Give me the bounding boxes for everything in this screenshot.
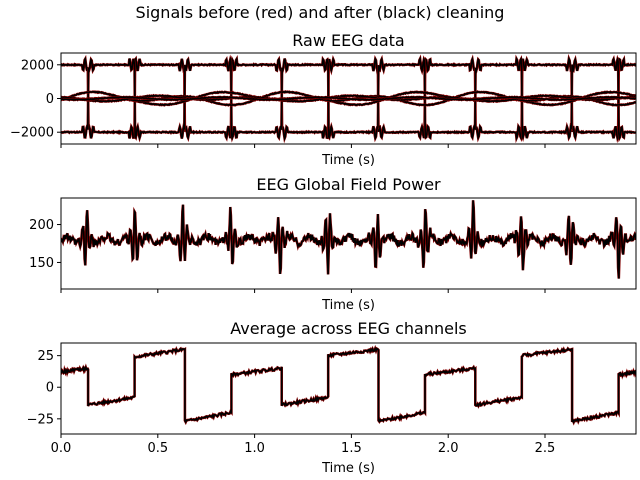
- axes-title: EEG Global Field Power: [256, 175, 441, 194]
- x-axis-label: Time (s): [321, 153, 375, 168]
- axes-title: Raw EEG data: [292, 31, 404, 50]
- y-tick-label: 0: [46, 92, 54, 107]
- series-after-line: [61, 55, 636, 142]
- figure-title: Signals before (red) and after (black) c…: [136, 3, 505, 22]
- gfp-axes: EEG Global Field Power 200 150 Time (s): [29, 175, 637, 313]
- y-tick-label: 150: [29, 256, 54, 271]
- series-before-line: [61, 344, 636, 426]
- x-tick-label: 0.0: [51, 441, 72, 456]
- y-tick-label: 2000: [21, 58, 54, 73]
- y-tick-label: 200: [29, 218, 54, 233]
- x-tick-label: 0.5: [147, 441, 168, 456]
- x-tick-label: 2.0: [438, 441, 459, 456]
- x-axis-label: Time (s): [321, 298, 375, 313]
- x-tick-label: 2.5: [535, 441, 556, 456]
- plot-area: [61, 200, 636, 279]
- series-after-line: [61, 56, 636, 141]
- series-after-line: [61, 94, 636, 103]
- raw-eeg-axes: Raw EEG data 2000 0 −2000 Time (s): [10, 31, 637, 168]
- x-tick-label: 1.0: [244, 441, 265, 456]
- x-tick-label: 1.5: [341, 441, 362, 456]
- axes-title: Average across EEG channels: [230, 319, 467, 338]
- axes-frame: [60, 197, 637, 290]
- y-tick-label: 25: [37, 349, 54, 364]
- y-tick-label: 0: [46, 381, 54, 396]
- series-after-line: [61, 90, 636, 107]
- series-after-line: [61, 200, 636, 279]
- y-tick-label: −2000: [10, 126, 54, 141]
- average-axes: Average across EEG channels 25 0 −25 0.0 0.5 1…: [27, 319, 637, 476]
- plot-area: [61, 344, 636, 426]
- series-after-line: [61, 96, 636, 101]
- y-tick-label: −25: [27, 412, 54, 427]
- plot-area: [61, 53, 636, 144]
- series-after-line: [61, 346, 636, 425]
- axes-frame: [60, 342, 637, 435]
- x-axis-label: Time (s): [321, 461, 375, 476]
